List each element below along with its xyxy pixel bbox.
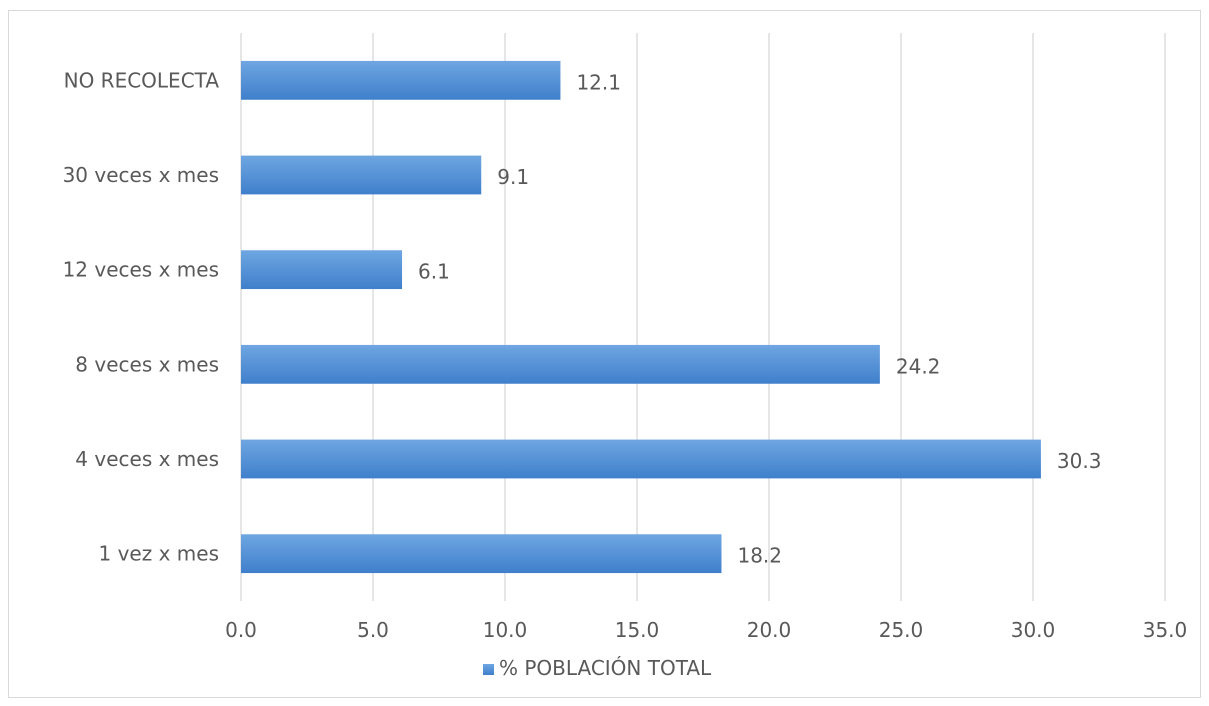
bar bbox=[241, 250, 403, 290]
x-tick-labels: 0.0 5.0 10.0 15.0 20.0 25.0 30.0 35.0 bbox=[225, 618, 1187, 642]
legend: % POBLACIÓN TOTAL bbox=[483, 656, 712, 680]
category-label: 4 veces x mes bbox=[75, 447, 219, 471]
data-label: 24.2 bbox=[896, 354, 941, 378]
bar bbox=[241, 60, 561, 100]
bars bbox=[241, 60, 1041, 574]
bar bbox=[241, 534, 722, 574]
data-labels: 12.1 9.1 6.1 24.2 30.3 18.2 bbox=[418, 70, 1101, 567]
x-tick-label: 0.0 bbox=[225, 618, 257, 642]
x-tick-label: 5.0 bbox=[357, 618, 389, 642]
legend-swatch bbox=[483, 664, 494, 675]
gridlines bbox=[240, 33, 1166, 601]
data-label: 12.1 bbox=[576, 70, 621, 94]
x-tick-label: 30.0 bbox=[1011, 618, 1056, 642]
chart-frame: NO RECOLECTA 30 veces x mes 12 veces x mes… bbox=[8, 10, 1201, 698]
data-label: 9.1 bbox=[497, 165, 529, 189]
category-label: 1 vez x mes bbox=[99, 542, 219, 566]
x-tick-label: 15.0 bbox=[615, 618, 660, 642]
category-label: NO RECOLECTA bbox=[64, 68, 220, 92]
x-tick-label: 20.0 bbox=[747, 618, 792, 642]
data-label: 30.3 bbox=[1057, 449, 1102, 473]
data-label: 6.1 bbox=[418, 260, 450, 284]
category-label: 12 veces x mes bbox=[63, 258, 219, 282]
category-labels: NO RECOLECTA 30 veces x mes 12 veces x mes… bbox=[63, 68, 220, 565]
bar-chart: NO RECOLECTA 30 veces x mes 12 veces x mes… bbox=[63, 33, 1187, 680]
category-label: 30 veces x mes bbox=[63, 163, 219, 187]
x-tick-label: 35.0 bbox=[1143, 618, 1188, 642]
x-tick-label: 10.0 bbox=[483, 618, 528, 642]
data-label: 18.2 bbox=[737, 544, 782, 568]
x-tick-label: 25.0 bbox=[879, 618, 924, 642]
bar bbox=[241, 155, 482, 195]
bar bbox=[241, 439, 1041, 479]
bar bbox=[241, 344, 880, 384]
category-label: 8 veces x mes bbox=[75, 352, 219, 376]
legend-label: % POBLACIÓN TOTAL bbox=[499, 656, 712, 680]
